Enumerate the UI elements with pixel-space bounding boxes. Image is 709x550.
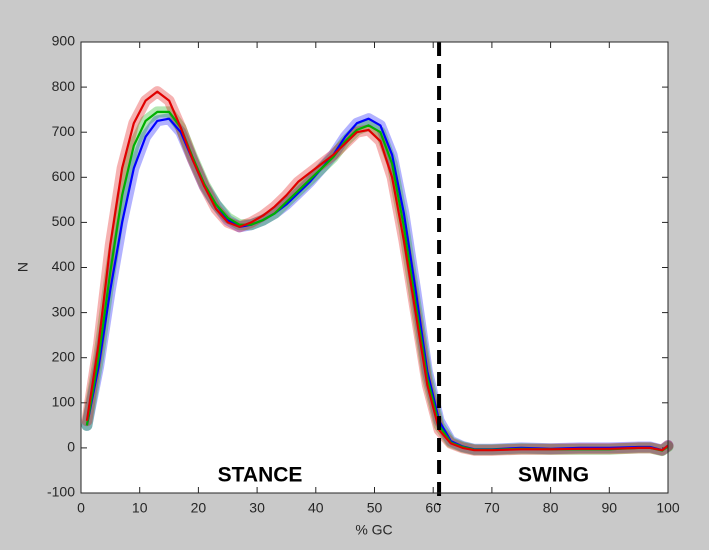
y-tick-label: 600	[52, 168, 76, 184]
y-tick-label: 200	[52, 348, 76, 364]
series-line	[85, 90, 669, 452]
x-tick-label: 50	[367, 500, 383, 516]
x-tick-label: 0	[77, 500, 85, 516]
annotation: STANCE	[218, 464, 303, 487]
plot-area	[81, 42, 668, 493]
y-tick-label: 900	[52, 33, 76, 49]
y-axis-label: N	[15, 262, 31, 272]
y-tick-label: 700	[52, 123, 76, 139]
x-tick-label: 100	[656, 500, 680, 516]
annotation: SWING	[518, 464, 589, 487]
plot-frame	[80, 41, 669, 494]
y-tick-label: 0	[67, 439, 75, 455]
x-tick-label: 70	[484, 500, 500, 516]
x-tick-label: 40	[308, 500, 324, 516]
y-tick-label: 300	[52, 303, 76, 319]
y-tick-label: 100	[52, 394, 76, 410]
y-tick-label: -100	[47, 484, 75, 500]
x-tick-label: 30	[249, 500, 265, 516]
x-tick-label: 90	[602, 500, 618, 516]
y-tick-label: 500	[52, 213, 76, 229]
x-tick-label: 60	[425, 500, 441, 516]
y-tick-label: 800	[52, 78, 76, 94]
x-axis-label: % GC	[355, 522, 392, 538]
x-tick-label: 20	[191, 500, 207, 516]
x-tick-label: 10	[132, 500, 148, 516]
x-tick-label: 80	[543, 500, 559, 516]
y-tick-label: 400	[52, 258, 76, 274]
